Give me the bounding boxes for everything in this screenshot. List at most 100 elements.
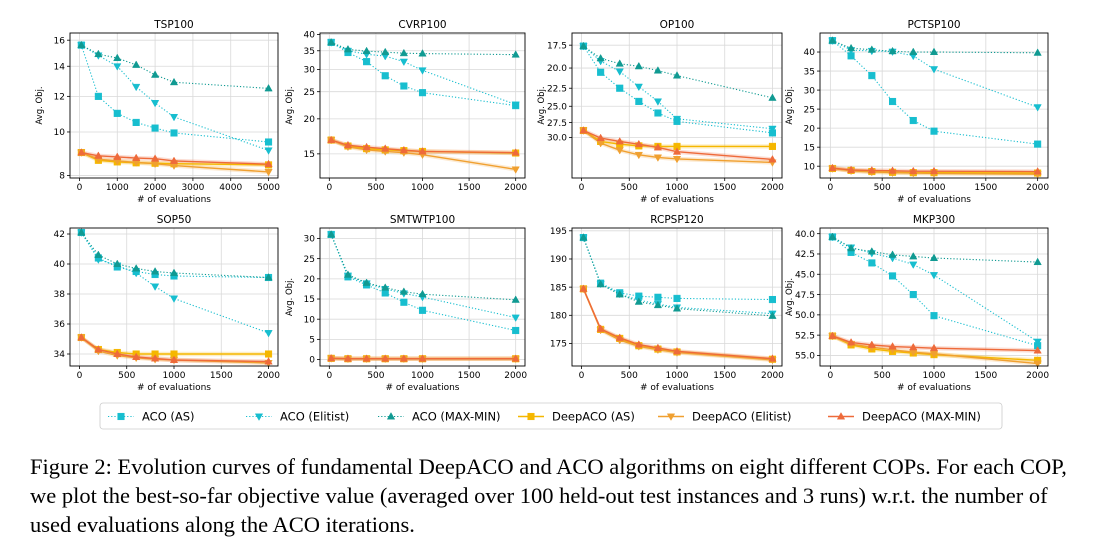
data-point <box>418 147 427 155</box>
data-point <box>867 247 876 255</box>
y-tick-label: 25.0 <box>547 102 567 112</box>
data-point <box>634 151 643 160</box>
x-tick-label: 2000 <box>504 183 527 193</box>
data-point <box>596 279 605 288</box>
data-point <box>634 297 643 305</box>
data-point <box>579 284 588 292</box>
data-point <box>132 83 141 92</box>
data-point <box>399 58 408 67</box>
series-line-aco-elitist- <box>832 236 1038 343</box>
series-line-aco-max-min- <box>582 237 773 317</box>
chart-title: TSP100 <box>153 19 193 31</box>
data-point <box>615 137 624 145</box>
y-tick-label: 20.0 <box>547 64 567 74</box>
x-tick-label: 3000 <box>181 183 204 193</box>
y-tick-label: 25 <box>804 105 815 115</box>
data-point <box>1033 104 1042 112</box>
chart-title: CVRP100 <box>398 19 446 31</box>
x-tick-label: 1000 <box>411 183 434 193</box>
x-tick-label: 2000 <box>1026 183 1049 193</box>
data-point <box>634 83 643 92</box>
chart-title: SMTWTP100 <box>390 214 455 226</box>
x-tick-label: 1500 <box>458 183 481 193</box>
data-point <box>327 37 336 46</box>
legend-label: ACO (Elitist) <box>280 410 349 424</box>
series-line-aco-as- <box>330 234 516 332</box>
data-point <box>929 350 939 359</box>
x-tick-label: 5000 <box>257 183 280 193</box>
data-point <box>930 127 938 135</box>
y-tick-label: 12 <box>54 93 65 103</box>
data-point <box>150 100 160 108</box>
series-line-aco-as- <box>582 237 773 301</box>
data-point <box>929 272 939 280</box>
y-axis-label: Avg. Obj. <box>285 278 295 316</box>
data-point <box>94 250 103 258</box>
y-tick-label: 5 <box>309 336 315 346</box>
x-tick-label: 0 <box>579 371 585 381</box>
y-tick-label: 30 <box>304 235 316 245</box>
legend-label: DeepACO (Elitist) <box>692 410 792 424</box>
data-point <box>363 58 371 66</box>
data-point <box>672 155 682 164</box>
y-tick-label: 10 <box>54 128 66 138</box>
data-point <box>672 71 682 79</box>
data-point <box>511 314 520 322</box>
y-tick-label: 38 <box>54 290 66 300</box>
data-point <box>264 357 273 365</box>
x-tick-label: 0 <box>77 371 83 381</box>
chart-title: RCPSP120 <box>650 214 703 226</box>
data-point <box>362 278 371 286</box>
x-tick-label: 0 <box>77 183 83 193</box>
data-point <box>867 165 876 174</box>
x-tick-label: 1000 <box>163 371 186 381</box>
legend-marker <box>386 412 396 420</box>
y-axis-label: Avg. Obj. <box>285 86 295 124</box>
y-tick-label: 40 <box>304 31 316 41</box>
y-tick-label: 15 <box>304 295 315 305</box>
data-point <box>846 243 856 252</box>
chart-panel-rcpsp120: 0 500 1000 1500 2000 175 180 185 190 195 RCPSP120 #… <box>550 214 784 393</box>
data-point <box>264 273 273 281</box>
y-tick-label: 50.0 <box>795 311 815 321</box>
x-tick-label: 2000 <box>144 183 167 193</box>
y-tick-label: 27.5 <box>547 119 567 129</box>
data-point <box>828 163 837 172</box>
data-point <box>362 46 371 55</box>
data-point <box>672 115 682 124</box>
data-point <box>362 142 371 151</box>
x-tick-label: 1500 <box>974 371 997 381</box>
y-tick-label: 8 <box>59 172 65 182</box>
data-point <box>399 145 408 154</box>
x-tick-label: 1500 <box>713 371 736 381</box>
data-point <box>362 354 371 362</box>
data-point <box>264 147 273 155</box>
legend-marker <box>117 412 125 421</box>
y-tick-label: 30.0 <box>547 134 567 144</box>
y-tick-label: 34 <box>54 350 66 360</box>
data-point <box>888 97 897 106</box>
data-point <box>634 340 643 348</box>
y-axis-label: Avg. Obj. <box>35 86 45 124</box>
data-point <box>909 342 918 351</box>
y-tick-label: 40.0 <box>795 230 815 240</box>
y-tick-label: 180 <box>550 312 567 322</box>
data-point <box>615 333 624 341</box>
data-point <box>343 140 353 149</box>
caption-text: Figure 2: Evolution curves of fundamenta… <box>30 454 1067 537</box>
data-point <box>930 312 938 320</box>
data-point <box>653 154 663 162</box>
legend-marker <box>666 413 676 421</box>
data-point <box>653 300 663 309</box>
data-point <box>888 342 897 350</box>
data-point <box>418 89 427 97</box>
data-point <box>399 354 408 362</box>
data-point <box>150 354 160 362</box>
y-tick-label: 195 <box>550 227 567 237</box>
data-point <box>77 148 86 156</box>
data-point <box>264 159 273 168</box>
data-point <box>327 353 336 362</box>
chart-title: SOP50 <box>157 214 192 226</box>
y-axis-label: Avg. Obj. <box>537 86 547 124</box>
